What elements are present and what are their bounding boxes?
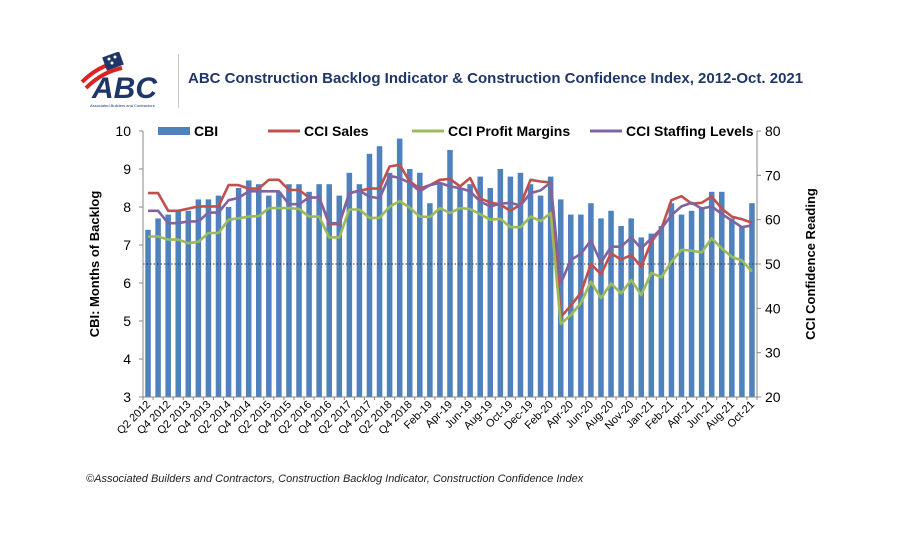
y-tick-label-right: 80 bbox=[765, 123, 781, 139]
cbi-bar bbox=[437, 184, 443, 397]
cbi-bar bbox=[386, 172, 393, 397]
cbi-bar bbox=[356, 184, 363, 397]
cbi-bar bbox=[698, 207, 705, 397]
cbi-bar bbox=[165, 214, 171, 397]
cbi-bar bbox=[578, 214, 584, 397]
cbi-bar bbox=[749, 203, 755, 397]
cbi-bar bbox=[396, 138, 403, 397]
cbi-bar bbox=[306, 191, 312, 397]
cbi-bar bbox=[447, 150, 453, 397]
cbi-bar bbox=[175, 210, 181, 397]
y-tick-label-left: 3 bbox=[123, 389, 131, 405]
cbi-bars bbox=[145, 138, 755, 397]
cbi-bar bbox=[648, 233, 655, 397]
cbi-bar bbox=[296, 184, 302, 397]
cbi-bar bbox=[477, 176, 483, 397]
legend-label: CCI Sales bbox=[304, 123, 369, 139]
cbi-bar bbox=[668, 203, 675, 397]
legend-label: CCI Profit Margins bbox=[448, 123, 570, 139]
y-tick-label-right: 70 bbox=[765, 167, 781, 183]
y-tick-label-left: 5 bbox=[123, 313, 131, 329]
y-tick-label-right: 20 bbox=[765, 389, 781, 405]
cbi-bar bbox=[527, 184, 534, 397]
cbi-bar bbox=[205, 199, 212, 397]
cbi-bar bbox=[708, 191, 715, 397]
y-tick-label-left: 7 bbox=[123, 237, 131, 253]
y-axis-right-title: CCI Confidence Reading bbox=[803, 188, 818, 340]
cbi-bar bbox=[517, 172, 524, 397]
cbi-bar bbox=[417, 172, 423, 397]
flag-stripes-icon bbox=[80, 52, 124, 90]
cbi-bar bbox=[326, 184, 332, 397]
cbi-bar bbox=[366, 153, 373, 397]
y-tick-label-left: 4 bbox=[123, 351, 131, 367]
cbi-bar bbox=[346, 172, 353, 397]
y-tick-label-right: 40 bbox=[765, 300, 781, 316]
cbi-bar bbox=[245, 180, 252, 397]
abc-logo: ABC Associated Builders and Contractors bbox=[80, 52, 158, 108]
cbi-bar bbox=[316, 184, 322, 397]
cbi-bar bbox=[255, 184, 262, 397]
cbi-bar bbox=[235, 188, 242, 397]
cbi-bar bbox=[588, 203, 594, 397]
y-axis-left-title: CBI: Months of Backlog bbox=[87, 191, 102, 338]
cbi-bar bbox=[225, 207, 232, 397]
cbi-bar bbox=[618, 226, 624, 397]
line-cci-profit-margins bbox=[148, 199, 753, 326]
logo-subtext: Associated Builders and Contractors bbox=[90, 103, 155, 108]
cci-lines bbox=[148, 163, 753, 326]
cbi-bar bbox=[376, 146, 383, 397]
cbi-bar bbox=[457, 188, 463, 397]
legend: CBI CCI Sales CCI Profit Margins CCI Staffi… bbox=[158, 123, 754, 139]
cbi-bar bbox=[286, 184, 292, 397]
legend-label: CBI bbox=[194, 123, 218, 139]
cbi-bar bbox=[557, 199, 564, 397]
cbi-bar bbox=[688, 210, 695, 397]
y-tick-label-left: 6 bbox=[123, 275, 131, 291]
y-tick-label-right: 50 bbox=[765, 256, 781, 272]
cbi-bar bbox=[497, 169, 504, 397]
cbi-bar bbox=[155, 218, 161, 397]
cbi-bar bbox=[719, 191, 725, 397]
cbi-bar bbox=[406, 169, 413, 397]
cbi-bar bbox=[336, 195, 343, 397]
cbi-bar bbox=[608, 210, 614, 397]
y-tick-label-left: 9 bbox=[123, 161, 131, 177]
cbi-bar bbox=[598, 218, 604, 397]
line-cci-sales bbox=[148, 163, 753, 319]
cbi-bar bbox=[628, 218, 634, 397]
line-cci-staffing-levels bbox=[148, 174, 753, 285]
cbi-bar bbox=[266, 195, 272, 397]
cbi-bar bbox=[215, 195, 222, 397]
cbi-bar bbox=[427, 203, 433, 397]
footnote: ©Associated Builders and Contractors, Co… bbox=[86, 473, 584, 485]
cbi-bar bbox=[638, 237, 645, 397]
cbi-bar bbox=[658, 226, 665, 397]
legend-swatch-bar bbox=[158, 127, 190, 135]
cbi-bar bbox=[507, 176, 514, 397]
y-tick-label-left: 8 bbox=[123, 199, 131, 215]
logo-text: ABC bbox=[91, 72, 158, 105]
cbi-bar bbox=[678, 214, 685, 397]
cbi-bar bbox=[195, 199, 202, 397]
cbi-bar bbox=[537, 195, 544, 397]
cbi-bar bbox=[185, 210, 192, 397]
legend-label: CCI Staffing Levels bbox=[626, 123, 754, 139]
cbi-bar bbox=[729, 218, 735, 397]
chart-title: ABC Construction Backlog Indicator & Con… bbox=[188, 70, 804, 87]
cbi-bar bbox=[145, 229, 151, 397]
cbi-bar bbox=[276, 191, 282, 397]
cbi-bar bbox=[487, 188, 494, 397]
y-tick-label-left: 10 bbox=[115, 123, 131, 139]
cbi-bar bbox=[467, 184, 473, 397]
y-tick-label-right: 60 bbox=[765, 212, 781, 228]
cbi-bar bbox=[739, 226, 745, 397]
y-tick-label-right: 30 bbox=[765, 345, 781, 361]
cbi-bar bbox=[547, 176, 554, 397]
header-divider bbox=[178, 54, 179, 108]
